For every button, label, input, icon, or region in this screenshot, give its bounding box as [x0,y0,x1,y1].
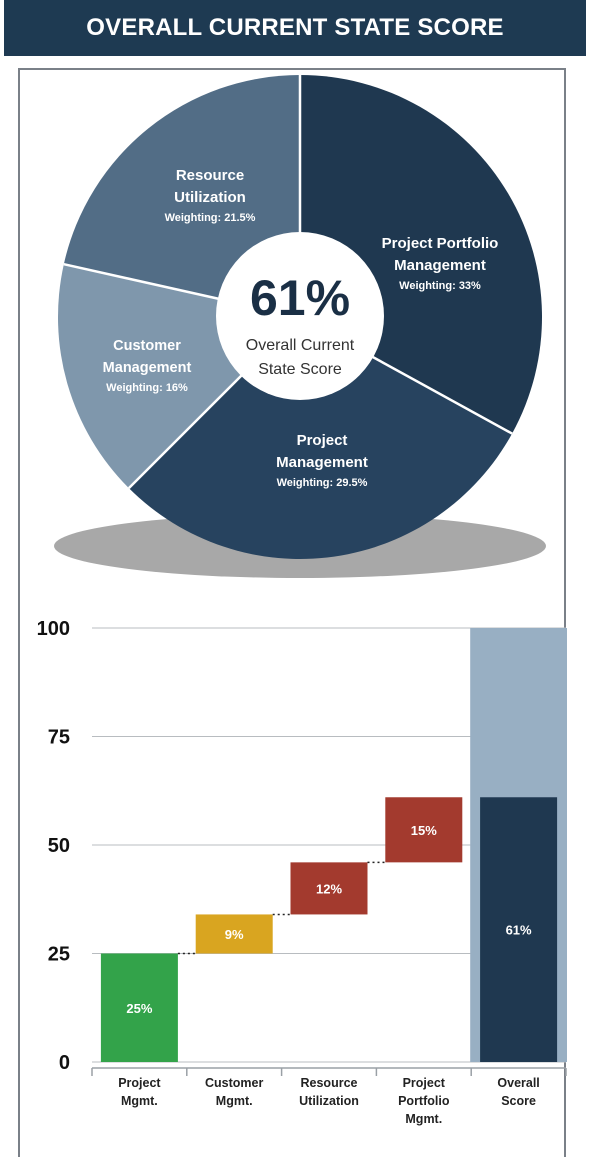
slice-name-line: Management [276,454,368,471]
y-tick-label: 0 [59,1052,70,1074]
category-label: Mgmt. [121,1094,158,1108]
slice-name-line: Project Portfolio [382,235,499,252]
bar-0 [100,953,178,1062]
header-bar: OVERALL CURRENT STATE SCORE [4,0,586,56]
category-label: Score [501,1094,536,1108]
slice-name-line: Utilization [174,189,246,206]
center-value: 61% [250,270,350,326]
slice-weighting: Weighting: 33% [399,280,481,292]
category-label: Utilization [299,1094,359,1108]
slice-weighting: Weighting: 16% [106,382,188,394]
category-label: Resource [301,1076,358,1090]
slice-name-line: Management [394,257,486,274]
chart-panel [18,68,566,1157]
slice-weighting: Weighting: 29.5% [277,477,368,489]
category-label: Project [403,1076,446,1090]
slice-name-line: Customer [113,338,181,354]
slice-project-portfolio-label: Project Portfolio Management Weighting: 33… [382,235,499,292]
category-label: Project [118,1076,161,1090]
bar-2 [290,862,368,915]
pie-chart: Project Portfolio Management Weighting: 33… [54,75,546,578]
bar-3 [385,797,463,863]
slice-name-line: Resource [176,167,244,184]
slice-project-management-label: Project Management Weighting: 29.5% [276,432,368,489]
bar-1 [195,914,273,954]
bar-value-label: 61% [506,923,532,938]
slice-name-line: Project [297,432,348,449]
category-label: Customer [205,1076,263,1090]
page-title: OVERALL CURRENT STATE SCORE [86,14,504,41]
bar-4 [480,797,558,1062]
slice-customer-management-label: Customer Management Weighting: 16% [103,338,192,394]
y-tick-label: 25 [48,944,70,966]
category-label: Overall [497,1076,539,1090]
slice-resource-utilization-label: Resource Utilization Weighting: 21.5% [165,167,256,224]
bar-value-label: 15% [411,823,437,838]
category-label: Mgmt. [216,1094,253,1108]
bar-value-label: 9% [225,927,244,942]
center-circle [216,232,384,400]
y-tick-label: 50 [48,835,70,857]
y-tick-label: 100 [37,618,70,640]
center-label-line2: State Score [258,361,342,378]
category-label: Mgmt. [405,1112,442,1126]
category-label: Portfolio [398,1094,450,1108]
slice-project-management [128,317,513,559]
bar-value-label: 25% [126,1001,152,1016]
slice-weighting: Weighting: 21.5% [165,212,256,224]
center-label-line1: Overall Current [246,337,355,354]
slice-name-line: Management [103,360,192,376]
y-tick-label: 75 [48,727,70,749]
bar-value-label: 12% [316,881,342,896]
